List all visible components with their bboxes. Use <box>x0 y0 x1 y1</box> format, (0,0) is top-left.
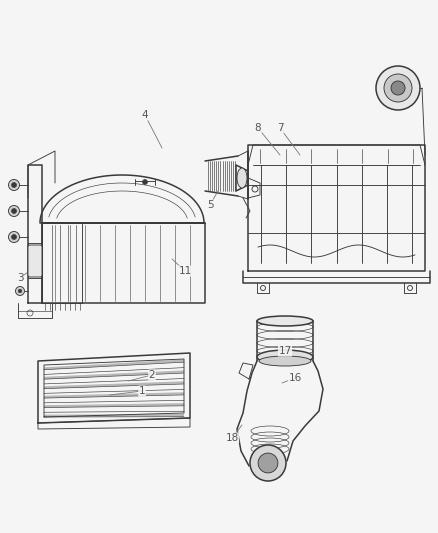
Polygon shape <box>44 359 184 370</box>
Circle shape <box>11 182 17 188</box>
Circle shape <box>258 453 278 473</box>
Text: 18: 18 <box>226 433 239 443</box>
Text: 7: 7 <box>277 123 283 133</box>
Polygon shape <box>44 370 184 379</box>
Text: 11: 11 <box>178 266 192 276</box>
Circle shape <box>18 289 22 293</box>
Text: 5: 5 <box>207 200 213 210</box>
Circle shape <box>8 180 20 190</box>
FancyBboxPatch shape <box>28 245 42 277</box>
Polygon shape <box>44 381 184 389</box>
Circle shape <box>376 66 420 110</box>
Circle shape <box>142 180 148 184</box>
Text: 2: 2 <box>148 370 155 380</box>
Polygon shape <box>44 392 184 398</box>
Circle shape <box>250 445 286 481</box>
Text: 17: 17 <box>279 346 292 356</box>
Circle shape <box>8 206 20 216</box>
Circle shape <box>8 231 20 243</box>
Polygon shape <box>44 414 184 417</box>
Polygon shape <box>44 403 184 408</box>
Ellipse shape <box>259 356 311 366</box>
Circle shape <box>11 235 17 239</box>
Ellipse shape <box>237 168 247 188</box>
Text: 3: 3 <box>17 273 23 283</box>
Circle shape <box>15 287 25 295</box>
Circle shape <box>384 74 412 102</box>
Text: 1: 1 <box>139 386 145 396</box>
Text: 16: 16 <box>288 373 302 383</box>
Circle shape <box>391 81 405 95</box>
Ellipse shape <box>257 316 313 326</box>
Circle shape <box>11 208 17 214</box>
Text: 8: 8 <box>254 123 261 133</box>
Text: 4: 4 <box>141 110 148 120</box>
Ellipse shape <box>257 350 313 364</box>
